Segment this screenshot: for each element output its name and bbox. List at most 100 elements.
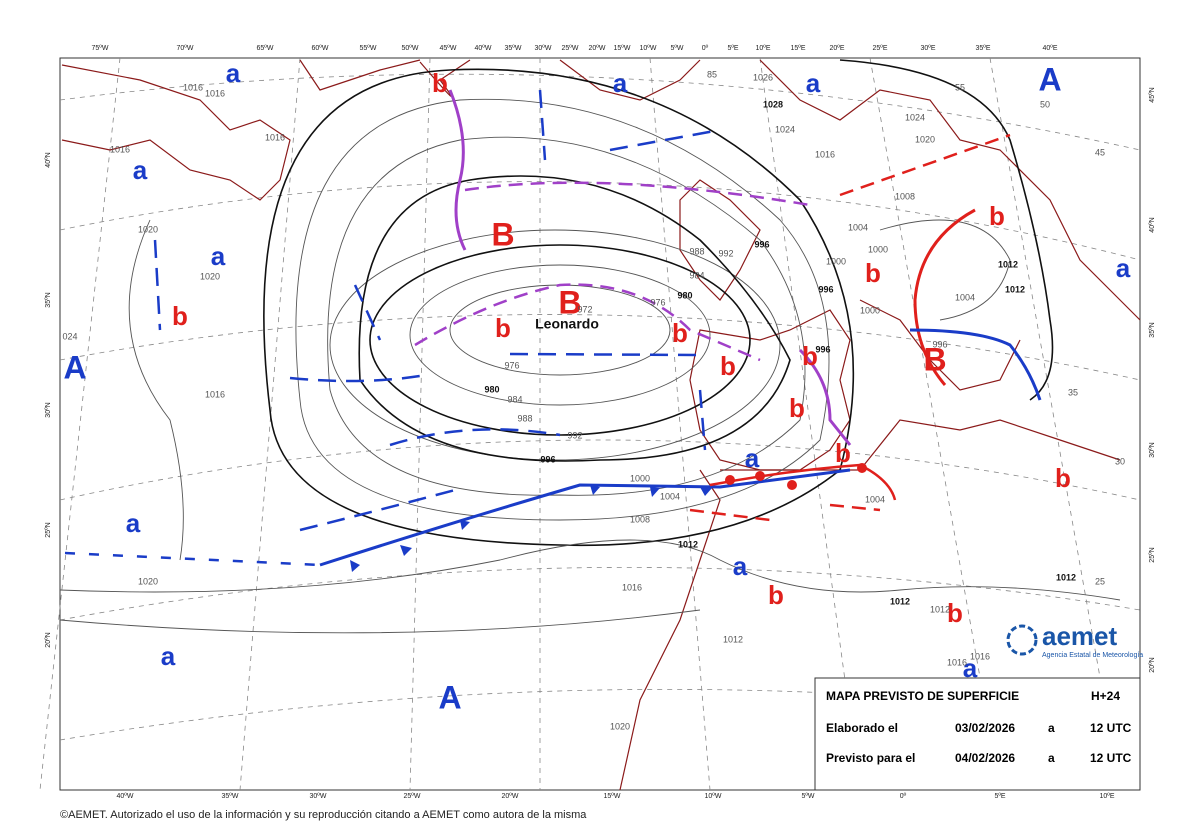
info-cell: a bbox=[1048, 721, 1055, 735]
isobar-label: 1016 bbox=[183, 82, 203, 92]
isobar-label: 996 bbox=[932, 339, 947, 349]
longitude-label: 40ºW bbox=[475, 45, 492, 52]
longitude-label: 0º bbox=[702, 45, 709, 52]
isobar-label: 85 bbox=[707, 69, 717, 79]
pressure-system: b bbox=[802, 341, 818, 371]
isobar-label: 1012 bbox=[1005, 284, 1025, 294]
pressure-system: a bbox=[211, 241, 226, 271]
longitude-label: 20ºE bbox=[829, 45, 844, 52]
pressure-system: a bbox=[733, 551, 748, 581]
isobar-label: 1016 bbox=[815, 149, 835, 159]
isobar-label: 55 bbox=[955, 82, 965, 92]
pressure-system: b bbox=[789, 393, 805, 423]
info-cell: 03/02/2026 bbox=[955, 721, 1015, 735]
pressure-system: A bbox=[63, 349, 86, 385]
isobar-label: 1028 bbox=[763, 99, 783, 109]
info-cell: 04/02/2026 bbox=[955, 751, 1015, 765]
longitude-label: 5ºE bbox=[727, 45, 738, 52]
longitude-label: 10ºW bbox=[640, 45, 657, 52]
isobar-label: 1000 bbox=[630, 473, 650, 483]
pressure-system: a bbox=[745, 443, 760, 473]
isobar-label: 1000 bbox=[826, 256, 846, 266]
longitude-label: 25ºE bbox=[872, 45, 887, 52]
isobar-label: 996 bbox=[754, 239, 769, 249]
isobar-label: 992 bbox=[567, 430, 582, 440]
pressure-system: b bbox=[172, 301, 188, 331]
isobar-label: 50 bbox=[1040, 99, 1050, 109]
pressure-system: a bbox=[126, 508, 141, 538]
isobar-label: 1020 bbox=[610, 721, 630, 731]
longitude-label: 5ºW bbox=[670, 45, 683, 52]
longitude-label: 30ºE bbox=[920, 45, 935, 52]
pressure-system: a bbox=[1116, 253, 1131, 283]
isobar-label: 1004 bbox=[865, 494, 885, 504]
pressure-system: A bbox=[1038, 61, 1061, 97]
info-box: MAPA PREVISTO DE SUPERFICIE H+24 bbox=[814, 677, 1141, 791]
isobar-label: 1012 bbox=[998, 259, 1018, 269]
longitude-label: 30ºW bbox=[310, 793, 327, 800]
longitude-label: 45ºW bbox=[440, 45, 457, 52]
latitude-label: 20ºN bbox=[1149, 657, 1156, 672]
longitude-label: 50ºW bbox=[402, 45, 419, 52]
pressure-system: a bbox=[963, 653, 978, 683]
isobar-label: 1016 bbox=[205, 389, 225, 399]
storm-name: Leonardo bbox=[535, 316, 599, 332]
info-box-frame bbox=[814, 677, 1141, 791]
isobar-label: 972 bbox=[577, 304, 592, 314]
isobar-label: 1020 bbox=[200, 271, 220, 281]
isobars bbox=[59, 59, 1121, 634]
pressure-system: B bbox=[923, 341, 946, 377]
isobar-label: 996 bbox=[815, 344, 830, 354]
pressure-system: b bbox=[432, 68, 448, 98]
latitude-label: 40ºN bbox=[45, 152, 52, 167]
isobar-label: 1026 bbox=[753, 72, 773, 82]
isobar-label: 980 bbox=[484, 384, 499, 394]
longitude-label: 35ºW bbox=[222, 793, 239, 800]
isobar-label: 1016 bbox=[110, 144, 130, 154]
isobar-label: 988 bbox=[517, 413, 532, 423]
pressure-system: a bbox=[133, 155, 148, 185]
isobar-label: 1016 bbox=[622, 582, 642, 592]
pressure-system: A bbox=[438, 679, 461, 715]
logo-subtitle: Agencia Estatal de Meteorología bbox=[1042, 652, 1143, 659]
longitude-label: 35ºE bbox=[975, 45, 990, 52]
isobar-label: 1020 bbox=[138, 576, 158, 586]
isobar-label: 1012 bbox=[890, 596, 910, 606]
longitude-label: 70ºW bbox=[177, 45, 194, 52]
longitude-label: 10ºE bbox=[1099, 793, 1114, 800]
latitude-label: 30ºN bbox=[1149, 442, 1156, 457]
pressure-system: b bbox=[1055, 463, 1071, 493]
latitude-label: 40ºN bbox=[1149, 217, 1156, 232]
pressure-system: b bbox=[495, 313, 511, 343]
isobar-label: 1008 bbox=[630, 514, 650, 524]
pressure-system: B bbox=[558, 284, 581, 320]
longitude-label: 75ºW bbox=[92, 45, 109, 52]
longitude-label: 10ºW bbox=[705, 793, 722, 800]
isobar-label: 1000 bbox=[868, 244, 888, 254]
isobar-label: 1008 bbox=[895, 191, 915, 201]
isobar-label: 1004 bbox=[955, 292, 975, 302]
longitude-label: 15ºE bbox=[790, 45, 805, 52]
latitude-label: 45ºN bbox=[1149, 87, 1156, 102]
coastlines bbox=[61, 59, 1141, 791]
latitude-label: 20ºN bbox=[45, 632, 52, 647]
pressure-system: b bbox=[947, 598, 963, 628]
isobar-label: 024 bbox=[62, 331, 77, 341]
info-cell: Elaborado el bbox=[826, 721, 898, 735]
pressure-system: b bbox=[865, 258, 881, 288]
longitude-label: 55ºW bbox=[360, 45, 377, 52]
copyright: ©AEMET. Autorizado el uso de la informac… bbox=[60, 809, 587, 821]
isobar-label: 1016 bbox=[265, 132, 285, 142]
isobar-label: 1016 bbox=[947, 657, 967, 667]
isobar-label: 988 bbox=[689, 246, 704, 256]
isobar-label: 996 bbox=[540, 454, 555, 464]
isobar-label: 980 bbox=[677, 290, 692, 300]
latitude-label: 25ºN bbox=[1149, 547, 1156, 562]
info-cell: Previsto para el bbox=[826, 751, 915, 765]
latitude-label: 35ºN bbox=[1149, 322, 1156, 337]
pressure-system: b bbox=[672, 318, 688, 348]
isobar-label: 1012 bbox=[1056, 572, 1076, 582]
pressure-system: a bbox=[613, 68, 628, 98]
longitude-label: 35ºW bbox=[505, 45, 522, 52]
isobar-label: 1012 bbox=[678, 539, 698, 549]
